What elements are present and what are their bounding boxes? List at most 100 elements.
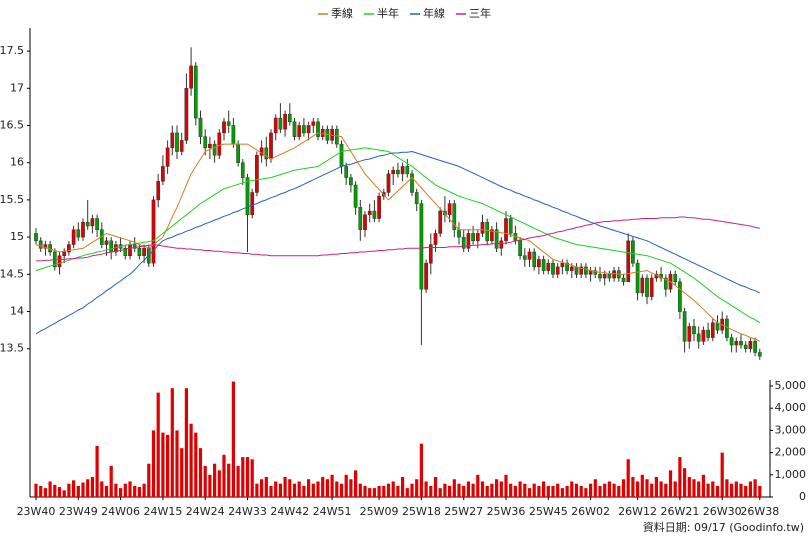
candle-body bbox=[142, 248, 146, 256]
volume-bar bbox=[321, 477, 325, 497]
y-tick-label: 15.5 bbox=[0, 193, 24, 206]
candle-body bbox=[569, 266, 574, 271]
volume-bar bbox=[462, 485, 466, 497]
candle-body bbox=[81, 221, 85, 238]
x-tick-label: 24W42 bbox=[270, 505, 309, 518]
volume-bar bbox=[76, 485, 80, 497]
candle-body bbox=[598, 274, 602, 279]
candle-body bbox=[424, 262, 428, 290]
candle-body bbox=[358, 207, 363, 230]
volume-bar bbox=[452, 479, 456, 497]
candle-body bbox=[748, 341, 753, 349]
candle-body bbox=[62, 251, 67, 256]
candle-body bbox=[710, 322, 715, 338]
candle-body bbox=[555, 266, 560, 275]
volume-bar bbox=[612, 483, 616, 497]
volume-bar bbox=[744, 485, 748, 497]
candle-body bbox=[184, 88, 189, 141]
candle-body bbox=[193, 65, 198, 119]
candle-body bbox=[692, 326, 696, 335]
candle-body bbox=[189, 65, 193, 89]
volume-bar bbox=[551, 485, 555, 497]
volume-bar bbox=[175, 430, 179, 497]
candle-body bbox=[631, 240, 635, 264]
volume-bar bbox=[222, 454, 226, 497]
candle-body bbox=[391, 169, 396, 175]
x-tick-label: 24W15 bbox=[143, 505, 182, 518]
volume-bar bbox=[593, 479, 597, 497]
volume-tick-label: 5,000 bbox=[775, 379, 807, 392]
candle-body bbox=[57, 255, 62, 268]
volume-bar bbox=[184, 388, 188, 497]
volume-bar bbox=[316, 481, 320, 497]
volume-bar bbox=[443, 483, 447, 497]
candle-body bbox=[240, 162, 245, 178]
volume-bar bbox=[62, 490, 66, 497]
y-tick-label: 14.5 bbox=[0, 267, 24, 280]
ma-line bbox=[35, 132, 761, 342]
volume-bar bbox=[128, 481, 132, 497]
volume-bar bbox=[584, 488, 588, 497]
candle-body bbox=[76, 229, 81, 238]
x-tick-label: 26W38 bbox=[740, 505, 779, 518]
x-tick-label: 24W24 bbox=[186, 505, 225, 518]
volume-bar bbox=[457, 483, 461, 497]
volume-bar bbox=[546, 485, 550, 497]
candle-body bbox=[245, 177, 250, 216]
candle-body bbox=[607, 274, 612, 279]
volume-bar bbox=[217, 470, 221, 497]
candle-body bbox=[678, 281, 682, 312]
x-tick-label: 25W18 bbox=[402, 505, 441, 518]
volume-bar bbox=[194, 432, 198, 497]
volume-bar bbox=[448, 485, 452, 497]
candle-body bbox=[560, 262, 565, 268]
volume-bar bbox=[278, 483, 282, 497]
candle-body bbox=[419, 203, 424, 290]
volume-bar bbox=[339, 483, 344, 497]
y-tick-label: 15 bbox=[10, 230, 24, 243]
candle-body bbox=[428, 244, 433, 264]
ma-line bbox=[35, 150, 761, 335]
volume-bar bbox=[734, 481, 738, 497]
volume-bar bbox=[213, 463, 217, 497]
candle-body bbox=[236, 143, 240, 163]
volume-bar bbox=[715, 485, 720, 497]
volume-bar bbox=[701, 474, 705, 497]
volume-bar bbox=[401, 477, 405, 497]
volume-bar bbox=[565, 485, 569, 497]
candle-body bbox=[640, 277, 645, 294]
volume-bar bbox=[260, 479, 264, 497]
volume-bar bbox=[372, 488, 376, 497]
candle-body bbox=[334, 128, 339, 145]
volume-bar bbox=[466, 481, 470, 497]
volume-bar bbox=[405, 488, 409, 497]
source-note: 資料日期: 09/17 (Goodinfo.tw) bbox=[643, 520, 804, 534]
candle-body bbox=[137, 248, 142, 256]
volume-bar bbox=[650, 483, 654, 497]
candle-body bbox=[645, 277, 649, 297]
volume-bar bbox=[542, 481, 546, 497]
volume-bar bbox=[471, 483, 475, 497]
volume-bar bbox=[499, 481, 503, 497]
candle-body bbox=[273, 117, 278, 134]
volume-bar bbox=[250, 459, 254, 497]
volume-bar bbox=[166, 434, 170, 497]
volume-bar bbox=[725, 479, 729, 497]
candle-body bbox=[405, 166, 410, 175]
candle-body bbox=[123, 248, 128, 256]
candle-body bbox=[485, 221, 490, 242]
volume-bar bbox=[109, 465, 113, 497]
candle-body bbox=[109, 240, 114, 253]
candle-body bbox=[85, 221, 90, 227]
volume-bar bbox=[57, 487, 62, 497]
candle-body bbox=[377, 195, 381, 219]
volume-bar bbox=[269, 485, 273, 497]
volume-bar bbox=[659, 481, 663, 497]
y-tick-label: 13.5 bbox=[0, 342, 24, 355]
candle-body bbox=[156, 181, 161, 201]
candle-body bbox=[400, 166, 405, 175]
legend-label: 年線 bbox=[423, 6, 445, 20]
volume-bar bbox=[203, 465, 207, 497]
volume-bar bbox=[325, 479, 329, 497]
volume-bar bbox=[626, 459, 630, 497]
